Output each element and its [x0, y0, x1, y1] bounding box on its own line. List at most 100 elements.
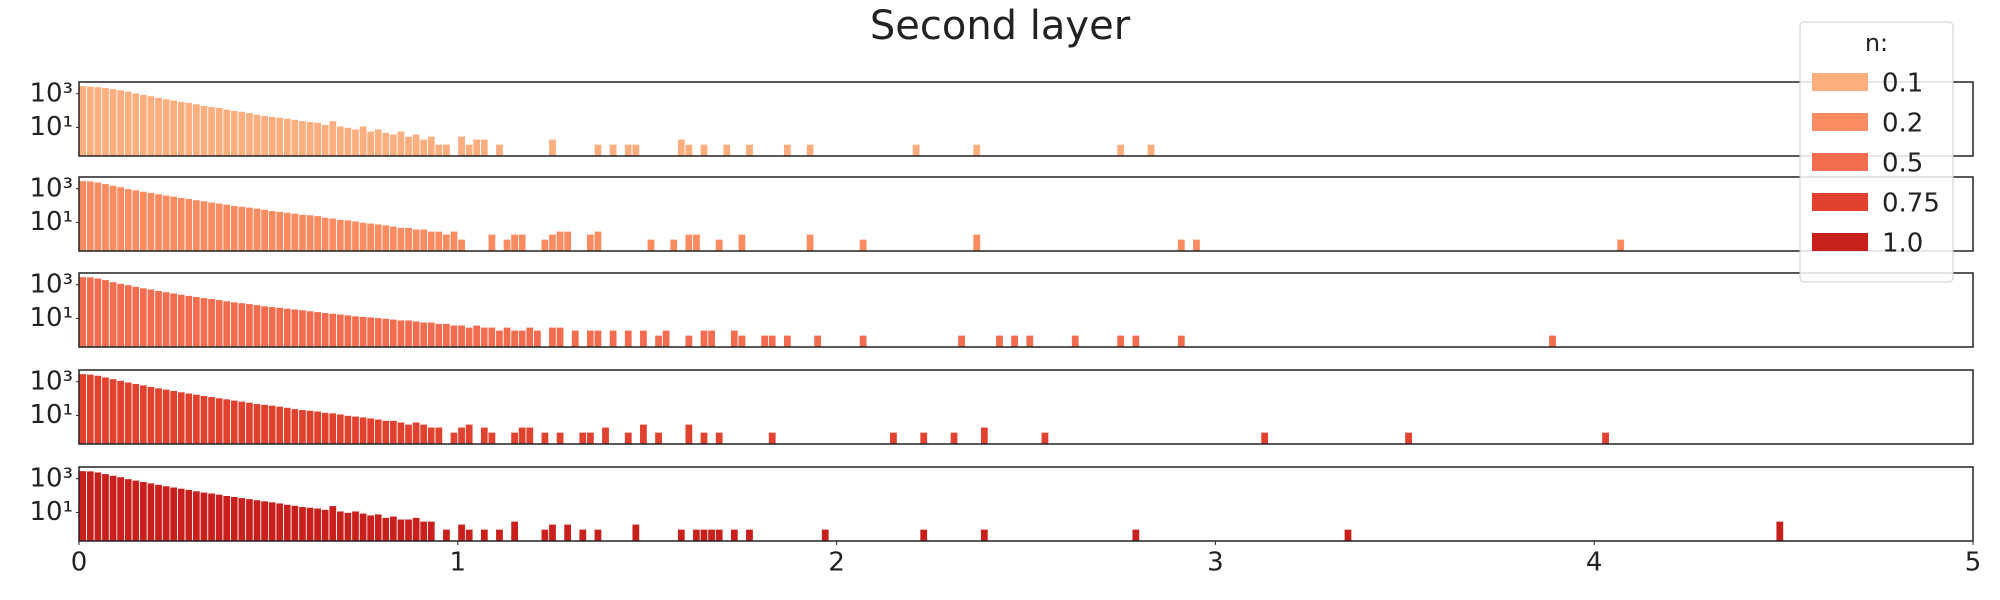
- bar: [245, 303, 254, 348]
- bar: [427, 135, 436, 157]
- x-tick-label: 5: [1965, 548, 1982, 578]
- bar: [101, 183, 110, 252]
- bar: [101, 376, 110, 445]
- bar: [434, 230, 444, 252]
- bar: [404, 319, 413, 348]
- axes-frame: [78, 81, 1974, 157]
- bar: [252, 499, 262, 542]
- bar: [184, 102, 194, 157]
- bar: [449, 431, 459, 445]
- bar: [419, 138, 428, 157]
- bar: [78, 373, 87, 445]
- bar: [472, 324, 481, 348]
- bar: [305, 214, 315, 252]
- axes-frame: [78, 369, 1974, 445]
- bar: [78, 276, 87, 348]
- bar: [434, 426, 444, 445]
- bar: [101, 279, 110, 348]
- bar: [366, 222, 375, 252]
- y-tick-label: 10³: [29, 173, 73, 203]
- bar: [442, 323, 451, 348]
- bar: [699, 143, 709, 157]
- legend-label: 1.0: [1882, 229, 1923, 259]
- bar: [283, 307, 292, 348]
- bar: [404, 135, 413, 157]
- bar: [78, 180, 87, 252]
- bar: [237, 205, 247, 252]
- bar: [290, 118, 300, 157]
- bar: [93, 277, 103, 348]
- bar: [624, 431, 633, 445]
- legend-title: n:: [1865, 29, 1888, 57]
- bar: [298, 120, 307, 157]
- bar: [222, 398, 231, 445]
- bar: [555, 431, 565, 445]
- bar: [699, 329, 709, 348]
- bar: [267, 210, 277, 252]
- bar: [684, 143, 694, 157]
- y-tick-label: 10³: [29, 366, 73, 396]
- x-tick-label: 2: [828, 548, 845, 578]
- bar: [124, 90, 133, 157]
- bar: [108, 184, 118, 252]
- bar: [404, 227, 413, 252]
- bar: [328, 505, 337, 542]
- bar: [411, 320, 421, 348]
- bar: [548, 138, 557, 157]
- bar: [283, 406, 292, 445]
- bar: [624, 143, 633, 157]
- y-tick-label: 10³: [29, 269, 73, 299]
- bar: [654, 431, 663, 445]
- bar: [237, 497, 247, 542]
- bar: [858, 238, 868, 252]
- bar: [957, 334, 966, 348]
- x-tick-label: 0: [71, 548, 88, 578]
- bar: [457, 426, 466, 445]
- bar: [199, 297, 209, 348]
- bar: [192, 296, 201, 348]
- bar: [487, 431, 497, 445]
- bar: [1040, 431, 1050, 445]
- bar: [396, 319, 406, 348]
- bar: [222, 495, 231, 542]
- bar: [305, 121, 315, 157]
- bar: [457, 238, 466, 252]
- bar: [298, 213, 307, 252]
- bar: [358, 316, 368, 348]
- bar: [510, 431, 519, 445]
- bar: [358, 512, 368, 542]
- bar: [298, 409, 307, 445]
- legend-label: 0.1: [1882, 69, 1923, 99]
- bar: [381, 132, 391, 157]
- bar: [267, 404, 277, 445]
- bar: [631, 523, 641, 542]
- bar: [290, 308, 300, 348]
- bar: [184, 392, 194, 445]
- bar: [972, 143, 981, 157]
- bar: [540, 431, 550, 445]
- bar: [358, 125, 368, 157]
- bar: [464, 326, 474, 348]
- bar: [745, 528, 754, 542]
- bar: [980, 528, 989, 542]
- bar: [313, 507, 322, 542]
- bar: [389, 133, 398, 157]
- bar: [805, 143, 815, 157]
- legend: n: 0.1 0.2 0.5 0.75 1.0: [1799, 21, 1954, 283]
- bar: [108, 281, 118, 348]
- bar: [252, 113, 262, 157]
- bar: [889, 431, 898, 445]
- y-tick-label: 10¹: [29, 400, 73, 430]
- bar: [169, 195, 178, 252]
- bar: [343, 512, 353, 542]
- bar: [124, 188, 133, 252]
- bar: [154, 193, 163, 252]
- bar: [563, 523, 572, 542]
- bar: [366, 514, 375, 542]
- bar: [495, 528, 504, 542]
- bar: [783, 334, 792, 348]
- bar: [911, 143, 921, 157]
- bar: [419, 423, 428, 445]
- chart-title: Second layer: [870, 3, 1131, 49]
- bar: [146, 192, 156, 252]
